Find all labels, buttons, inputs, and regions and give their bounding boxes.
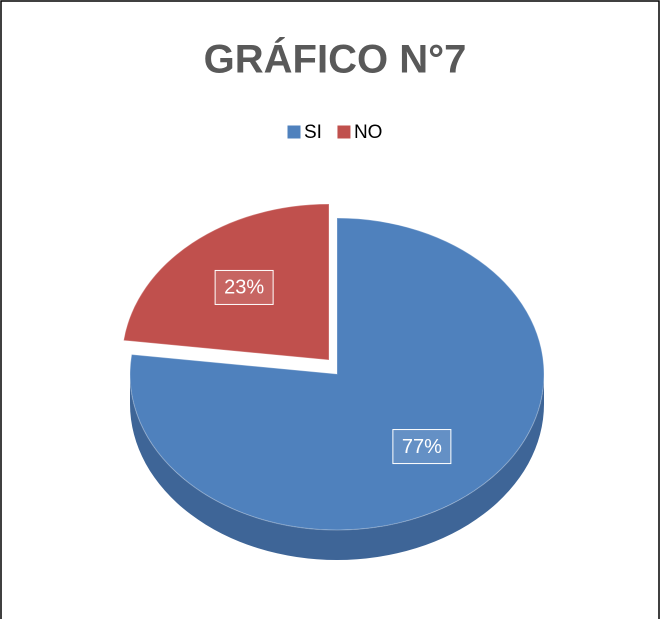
data-label-box	[214, 269, 274, 305]
legend-swatch	[336, 124, 352, 140]
data-label-box	[392, 429, 452, 465]
chart-title: GRÁFICO N°7	[204, 37, 467, 82]
pie-slice	[129, 217, 545, 531]
data-label: 23%	[224, 277, 264, 299]
pie-slice	[123, 203, 330, 361]
legend-swatch	[286, 124, 302, 140]
legend-label: SI	[304, 122, 322, 143]
legend-label: NO	[354, 122, 383, 143]
data-label: 77%	[402, 436, 442, 458]
pie-side	[130, 374, 544, 560]
